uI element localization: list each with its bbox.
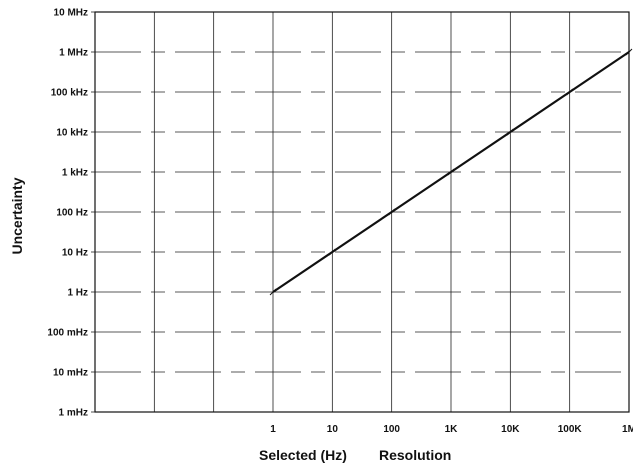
data-point — [566, 88, 574, 96]
data-point — [388, 208, 396, 216]
y-tick-label: 10 MHz — [54, 8, 88, 19]
data-point — [269, 288, 277, 296]
y-tick-labels: 10 MHz 1 MHz 100 kHz 10 kHz 1 kHz 100 Hz 10 Hz… — [47, 8, 95, 419]
y-tick-label: 100 kHz — [51, 88, 88, 99]
x-tick-label: 1K — [445, 424, 459, 435]
grid-layer — [95, 12, 629, 412]
y-tick-label: 10 kHz — [56, 128, 88, 139]
series-layer — [269, 48, 633, 296]
y-tick-label: 100 Hz — [56, 208, 88, 219]
data-point — [328, 248, 336, 256]
x-axis-title-part-1: Selected (Hz) — [259, 447, 347, 463]
data-point — [447, 168, 455, 176]
data-point — [625, 48, 633, 56]
x-tick-label: 100 — [383, 424, 400, 435]
y-tick-label: 1 mHz — [59, 408, 88, 419]
y-tick-label: 100 mHz — [47, 328, 88, 339]
y-tick-label: 10 mHz — [53, 368, 88, 379]
x-tick-label: 1M — [622, 424, 633, 435]
x-tick-label: 10 — [327, 424, 339, 435]
data-point — [506, 128, 514, 136]
y-axis-title: Uncertainty — [9, 177, 25, 254]
x-axis-title-part-2: Resolution — [379, 447, 451, 463]
y-tick-label: 1 MHz — [59, 48, 88, 59]
x-tick-label: 10K — [501, 424, 520, 435]
x-tick-label: 1 — [270, 424, 276, 435]
y-tick-label: 1 kHz — [62, 168, 88, 179]
y-tick-label: 10 Hz — [62, 248, 88, 259]
y-tick-label: 1 Hz — [67, 288, 88, 299]
x-tick-labels: 1 10 100 1K 10K 100K 1M — [270, 424, 633, 435]
x-tick-label: 100K — [558, 424, 583, 435]
